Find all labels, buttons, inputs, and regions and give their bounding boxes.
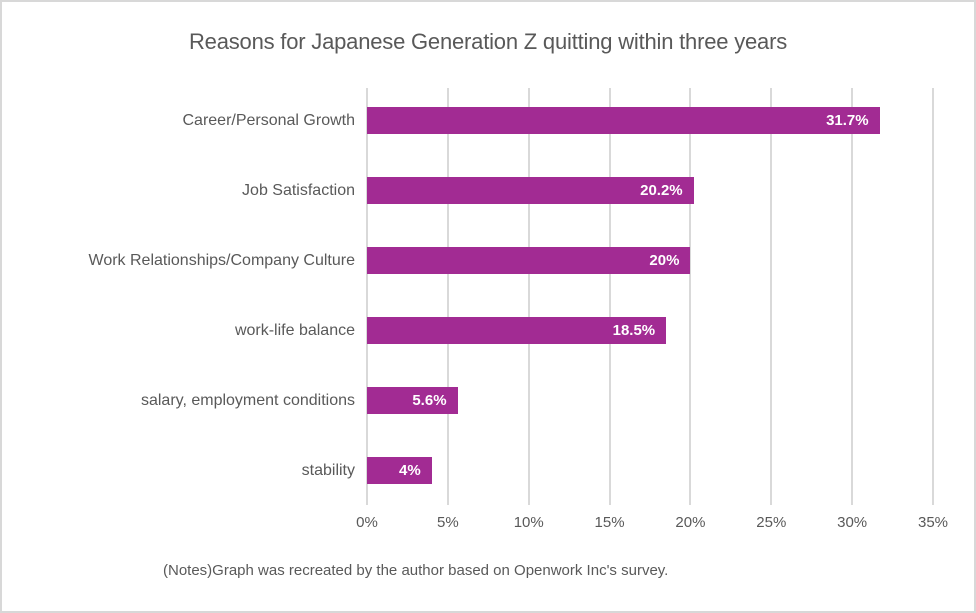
bar: 20% (367, 247, 691, 274)
bar-value-label: 20.2% (640, 182, 683, 199)
bar: 5.6% (367, 387, 458, 414)
chart-title: Reasons for Japanese Generation Z quitti… (188, 29, 788, 54)
category-label: work-life balance (234, 321, 355, 339)
gridline (608, 88, 611, 505)
category-label: stability (301, 461, 355, 479)
x-axis-tick-label: 25% (756, 514, 787, 531)
x-axis-tick-label: 30% (837, 514, 868, 531)
bar: 4% (367, 457, 432, 484)
bar: 20.2% (367, 177, 694, 204)
bar: 31.7% (367, 107, 880, 134)
category-label: Work Relationships/Company Culture (88, 251, 355, 269)
bar-value-label: 5.6% (412, 392, 447, 409)
gridline (932, 88, 934, 505)
bar-value-label: 18.5% (612, 322, 656, 339)
x-axis-tick-label: 35% (917, 514, 949, 531)
x-axis-tick-label: 0% (356, 514, 378, 531)
bar: 18.5% (367, 317, 667, 344)
x-axis-tick-label: 20% (675, 514, 706, 531)
gridline (851, 88, 854, 505)
gridline (689, 88, 692, 505)
category-label: Job Satisfaction (242, 181, 355, 199)
bar-value-label: 31.7% (826, 112, 869, 129)
bar-value-label: 20% (649, 252, 680, 269)
gridline (527, 88, 530, 505)
gridline (446, 88, 449, 505)
gridline (366, 88, 368, 505)
x-axis-tick-label: 10% (513, 514, 544, 531)
chart-notes: (Notes)Graph was recreated by the author… (163, 562, 669, 579)
category-label: Career/Personal Growth (182, 111, 355, 129)
x-axis-tick-label: 15% (594, 514, 625, 531)
x-axis-tick-label: 5% (437, 514, 459, 531)
gridline (770, 88, 773, 505)
bar-value-label: 4% (398, 462, 421, 479)
category-label: salary, employment conditions (140, 391, 355, 409)
